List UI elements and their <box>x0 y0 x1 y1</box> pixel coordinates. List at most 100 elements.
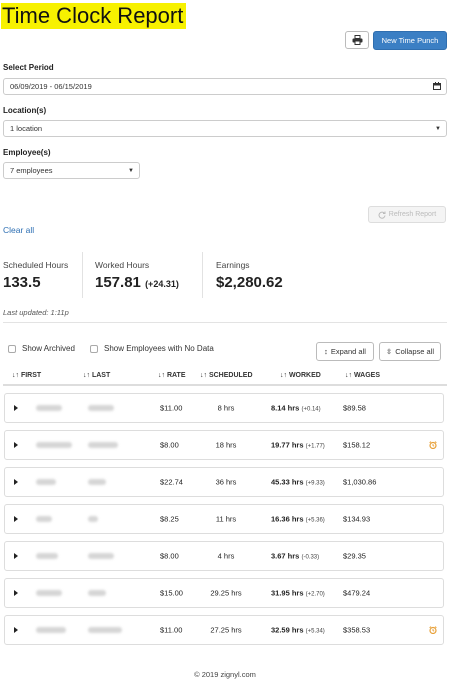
chevron-down-icon: ▼ <box>128 167 134 174</box>
clear-all-link[interactable]: Clear all <box>3 225 35 235</box>
earnings-label: Earnings <box>216 260 250 270</box>
scheduled-cell: 36 hrs <box>215 477 237 487</box>
show-no-data-checkbox[interactable]: Show Employees with No Data <box>90 344 214 353</box>
worked-cell: 3.67 hrs (-0.33) <box>271 552 319 561</box>
column-header-worked[interactable]: ↓↑ WORKED <box>280 372 321 379</box>
table-row[interactable]: $8.00 4 hrs 3.67 hrs (-0.33) $29.35 <box>4 541 444 571</box>
worked-hours-label: Worked Hours <box>95 260 150 270</box>
worked-hours: 16.36 hrs <box>271 514 304 524</box>
expand-all-label: Expand all <box>330 347 366 356</box>
chevron-down-icon: ▼ <box>435 125 441 132</box>
alarm-clock-icon <box>429 621 437 639</box>
scheduled-cell: 8 hrs <box>217 403 235 413</box>
wages-cell: $89.58 <box>343 403 366 413</box>
worked-delta: (+0.14) <box>301 406 321 413</box>
caret-right-icon[interactable] <box>14 553 18 559</box>
caret-right-icon[interactable] <box>14 627 18 633</box>
employees-select[interactable]: 7 employees ▼ <box>3 162 140 179</box>
rate-cell: $8.00 <box>160 440 179 450</box>
worked-hours: 31.95 hrs <box>271 588 304 598</box>
scheduled-hours-label: Scheduled Hours <box>3 260 69 270</box>
stat-divider <box>202 252 203 298</box>
show-archived-label: Show Archived <box>22 344 75 353</box>
scheduled-cell: 18 hrs <box>215 440 237 450</box>
sort-icon: ↓↑ <box>345 372 352 379</box>
worked-delta: (+1.77) <box>305 443 325 450</box>
table-row[interactable]: $11.00 8 hrs 8.14 hrs (+0.14) $89.58 <box>4 393 444 423</box>
caret-right-icon[interactable] <box>14 516 18 522</box>
worked-delta: (+5.34) <box>305 628 325 635</box>
worked-cell: 32.59 hrs (+5.34) <box>271 626 325 635</box>
refresh-report-label: Refresh Report <box>388 211 437 218</box>
locations-select[interactable]: 1 location ▼ <box>3 120 447 137</box>
worked-hours: 19.77 hrs <box>271 440 304 450</box>
worked-delta: (+2.70) <box>305 591 325 598</box>
column-header-rate[interactable]: ↓↑ RATE <box>158 372 186 379</box>
column-header-first[interactable]: ↓↑ FIRST <box>12 372 42 379</box>
table-row[interactable]: $11.00 27.25 hrs 32.59 hrs (+5.34) $358.53 <box>4 615 444 645</box>
rate-cell: $11.00 <box>160 403 183 413</box>
caret-right-icon[interactable] <box>14 442 18 448</box>
rate-cell: $8.25 <box>160 514 179 524</box>
worked-delta: (-0.33) <box>301 554 320 561</box>
expand-icon: ↕ <box>324 347 328 356</box>
refresh-report-button[interactable]: Refresh Report <box>368 206 446 223</box>
show-no-data-label: Show Employees with No Data <box>104 344 214 353</box>
footer-copyright: © 2019 zignyl.com <box>194 670 256 679</box>
wages-cell: $29.35 <box>343 551 366 561</box>
worked-hours: 8.14 hrs <box>271 403 300 413</box>
rate-cell: $8.00 <box>160 551 179 561</box>
column-header-scheduled[interactable]: ↓↑ SCHEDULED <box>200 372 253 379</box>
worked-hours-value: 157.81 <box>95 274 141 291</box>
locations-label: Location(s) <box>3 106 47 115</box>
table-row[interactable]: $22.74 36 hrs 45.33 hrs (+9.33) $1,030.86 <box>4 467 444 497</box>
caret-right-icon[interactable] <box>14 590 18 596</box>
stat-divider <box>82 252 83 298</box>
first-name-redacted <box>36 405 62 411</box>
table-row[interactable]: $8.25 11 hrs 16.36 hrs (+5.36) $134.93 <box>4 504 444 534</box>
printer-icon <box>352 35 362 45</box>
last-name-redacted <box>88 516 98 522</box>
checkbox-box[interactable] <box>8 344 16 353</box>
checkbox-box[interactable] <box>90 344 98 353</box>
print-button[interactable] <box>345 31 369 49</box>
worked-delta: (+5.36) <box>305 517 325 524</box>
divider <box>3 322 447 323</box>
column-header-last[interactable]: ↓↑ LAST <box>83 372 111 379</box>
last-name-redacted <box>88 627 122 633</box>
table-header-divider <box>3 384 447 386</box>
wages-cell: $358.53 <box>343 625 371 635</box>
period-input[interactable]: 06/09/2019 - 06/15/2019 <box>3 78 447 95</box>
employees-value: 7 employees <box>10 166 53 175</box>
expand-all-button[interactable]: ↕ Expand all <box>316 342 374 361</box>
table-row[interactable]: $8.00 18 hrs 19.77 hrs (+1.77) $158.12 <box>4 430 444 460</box>
caret-right-icon[interactable] <box>14 479 18 485</box>
last-updated: Last updated: 1:11p <box>3 308 69 317</box>
last-name-redacted <box>88 590 106 596</box>
scheduled-cell: 11 hrs <box>215 514 237 524</box>
sort-icon: ↓↑ <box>83 372 90 379</box>
earnings-stat: Earnings $2,280.62 <box>216 252 283 298</box>
worked-cell: 45.33 hrs (+9.33) <box>271 478 325 487</box>
rate-cell: $15.00 <box>160 588 183 598</box>
wages-cell: $134.93 <box>343 514 371 524</box>
refresh-icon <box>378 211 386 219</box>
last-name-redacted <box>88 442 118 448</box>
employees-label: Employee(s) <box>3 148 51 157</box>
worked-hours: 45.33 hrs <box>271 477 304 487</box>
page-title: Time Clock Report <box>1 3 187 29</box>
column-header-wages[interactable]: ↓↑ WAGES <box>345 372 381 379</box>
calendar-icon[interactable] <box>433 81 441 92</box>
earnings-value: $2,280.62 <box>216 274 283 291</box>
wages-cell: $158.12 <box>343 440 371 450</box>
new-time-punch-button[interactable]: New Time Punch <box>373 31 447 50</box>
sort-icon: ↓↑ <box>280 372 287 379</box>
locations-value: 1 location <box>10 124 43 133</box>
table-row[interactable]: $15.00 29.25 hrs 31.95 hrs (+2.70) $479.24 <box>4 578 444 608</box>
worked-hours-delta: (+24.31) <box>145 279 179 289</box>
first-name-redacted <box>36 516 52 522</box>
caret-right-icon[interactable] <box>14 405 18 411</box>
worked-hours: 32.59 hrs <box>271 625 304 635</box>
collapse-all-button[interactable]: ⇳ Collapse all <box>379 342 441 361</box>
show-archived-checkbox[interactable]: Show Archived <box>8 344 75 353</box>
